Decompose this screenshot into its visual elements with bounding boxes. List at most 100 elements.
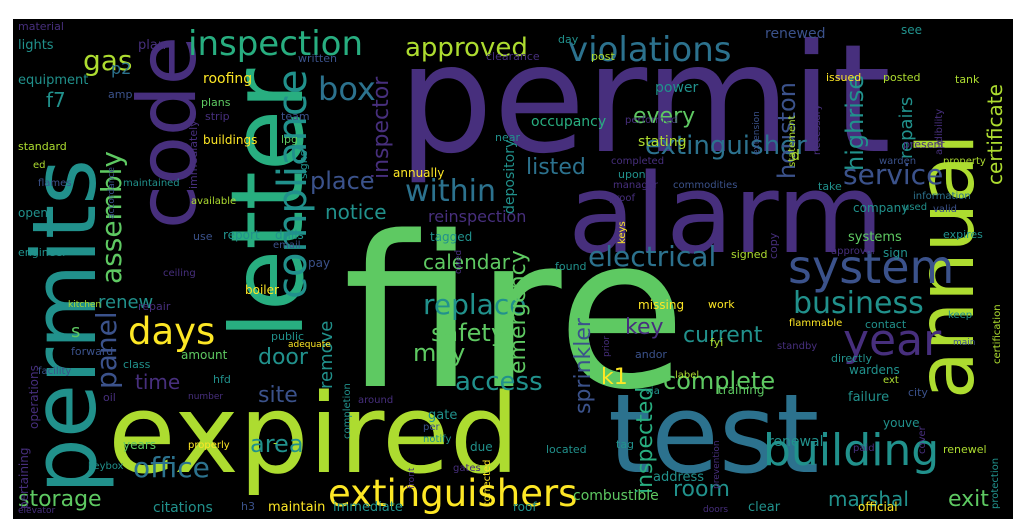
word-f7: f7 [46, 88, 66, 112]
word-properly: properly [188, 440, 230, 451]
word-within: within [405, 174, 496, 209]
word-team: team [281, 110, 310, 123]
word-calendar: calendar [423, 250, 510, 274]
word-clearance: clearance [486, 50, 540, 63]
word-official: official [858, 500, 898, 514]
word-expired: expired [108, 370, 520, 498]
word-building: building [763, 425, 940, 476]
word-buildings: buildings [203, 133, 258, 147]
word-located: located [546, 443, 587, 456]
word-gates: gates [453, 463, 481, 474]
word-warden: warden [879, 156, 917, 167]
word-see: see [901, 23, 923, 37]
word-s: s [71, 321, 81, 342]
word-failure: failure [848, 390, 890, 405]
word-roof: roof [513, 500, 537, 514]
word-valid: valid [933, 204, 957, 215]
word-manager: manager [613, 180, 658, 191]
word-systems: systems [848, 230, 902, 245]
word-tagged: tagged [430, 230, 473, 244]
word-necessary: necessary [812, 104, 823, 155]
word-tank: tank [955, 73, 980, 86]
word-due: due [470, 440, 493, 454]
word-signed: signed [731, 248, 768, 261]
word-written: written [298, 52, 337, 65]
word-email: email [273, 240, 301, 251]
word-repair: repair [138, 300, 171, 313]
word-maintained: maintained [123, 178, 180, 189]
word-ed: ed [33, 160, 46, 171]
word-every: every [633, 104, 696, 129]
word-notify: notify [423, 434, 452, 445]
word-found: found [555, 260, 587, 273]
word-renewel: renewel [943, 443, 987, 456]
word-compliance: compliance [270, 69, 316, 299]
word-pertaining: pertaining [17, 447, 31, 510]
word-hfd: hfd [213, 373, 231, 386]
word-sign: sign [883, 246, 908, 260]
word-signs: signs [297, 150, 310, 179]
word-owed: owed [454, 249, 464, 274]
word-near: near [495, 131, 521, 144]
word-site: site [258, 383, 298, 408]
word-combustible: combustible [573, 488, 659, 504]
word-address: address [653, 470, 705, 485]
word-around: around [358, 395, 394, 406]
word-drills: drills [275, 228, 304, 242]
word-engineer: engineer [18, 246, 67, 259]
word-adequate: adequate [288, 340, 331, 350]
word-exit: exit [948, 487, 989, 512]
word-fire: fire [343, 191, 687, 436]
word-completion: completion [342, 383, 353, 439]
word-flammable: flammable [789, 318, 843, 329]
word-stating: stating [638, 134, 687, 150]
word-power: power [655, 80, 699, 96]
word-room: room [673, 477, 730, 502]
word-safety: safety [431, 319, 506, 347]
word-copy: copy [767, 232, 780, 259]
word-use: use [193, 230, 213, 243]
word-listed: listed [526, 155, 586, 180]
word-depository: depository [502, 139, 518, 214]
word-h3: h3 [241, 500, 255, 513]
word-oil: oil [103, 391, 116, 404]
word-gate: gate [428, 408, 458, 423]
word-access: access [455, 367, 543, 397]
word-renew: renew [98, 292, 154, 313]
word-contact: contact [865, 318, 907, 331]
word-approved: approved [405, 33, 528, 63]
word-class: class [123, 358, 151, 371]
word-via: via [645, 386, 660, 397]
word-replace: replace [423, 288, 527, 321]
word-complete: complete [663, 367, 776, 395]
word-remove: remove [316, 320, 337, 389]
word-extinguisher: extinguisher [645, 131, 807, 161]
word-storage: storage [18, 487, 102, 512]
word-work: work [708, 298, 735, 311]
word-open: open [18, 206, 48, 220]
word-certification: certification [992, 304, 1003, 364]
word-occupancy: occupancy [531, 114, 607, 130]
word-report: report [223, 228, 260, 242]
word-tag: tag [616, 438, 635, 451]
word-missing: missing [638, 298, 685, 312]
word-renewed: renewed [765, 26, 826, 42]
word-test: test [608, 370, 820, 498]
word-completed: completed [611, 156, 665, 167]
word-accordance: accordance [107, 167, 117, 219]
word-material: material [18, 20, 64, 33]
word-fyi: fyi [710, 336, 724, 349]
word-city: city [908, 386, 928, 399]
word-label: label [675, 370, 700, 381]
word-alarm: alarm [568, 150, 884, 278]
word-maintain: maintain [268, 500, 326, 515]
word-corrected: corrected [482, 459, 493, 507]
word-box: box [318, 70, 376, 108]
word-permit: permit [398, 19, 892, 187]
word-per: per [423, 422, 440, 433]
word-forward: forward [71, 345, 114, 358]
word-boiler: boiler [245, 283, 279, 297]
word-prevention: prevention [712, 440, 722, 489]
word-ceiling: ceiling [163, 268, 196, 279]
word-emergency: emergency [506, 250, 531, 374]
